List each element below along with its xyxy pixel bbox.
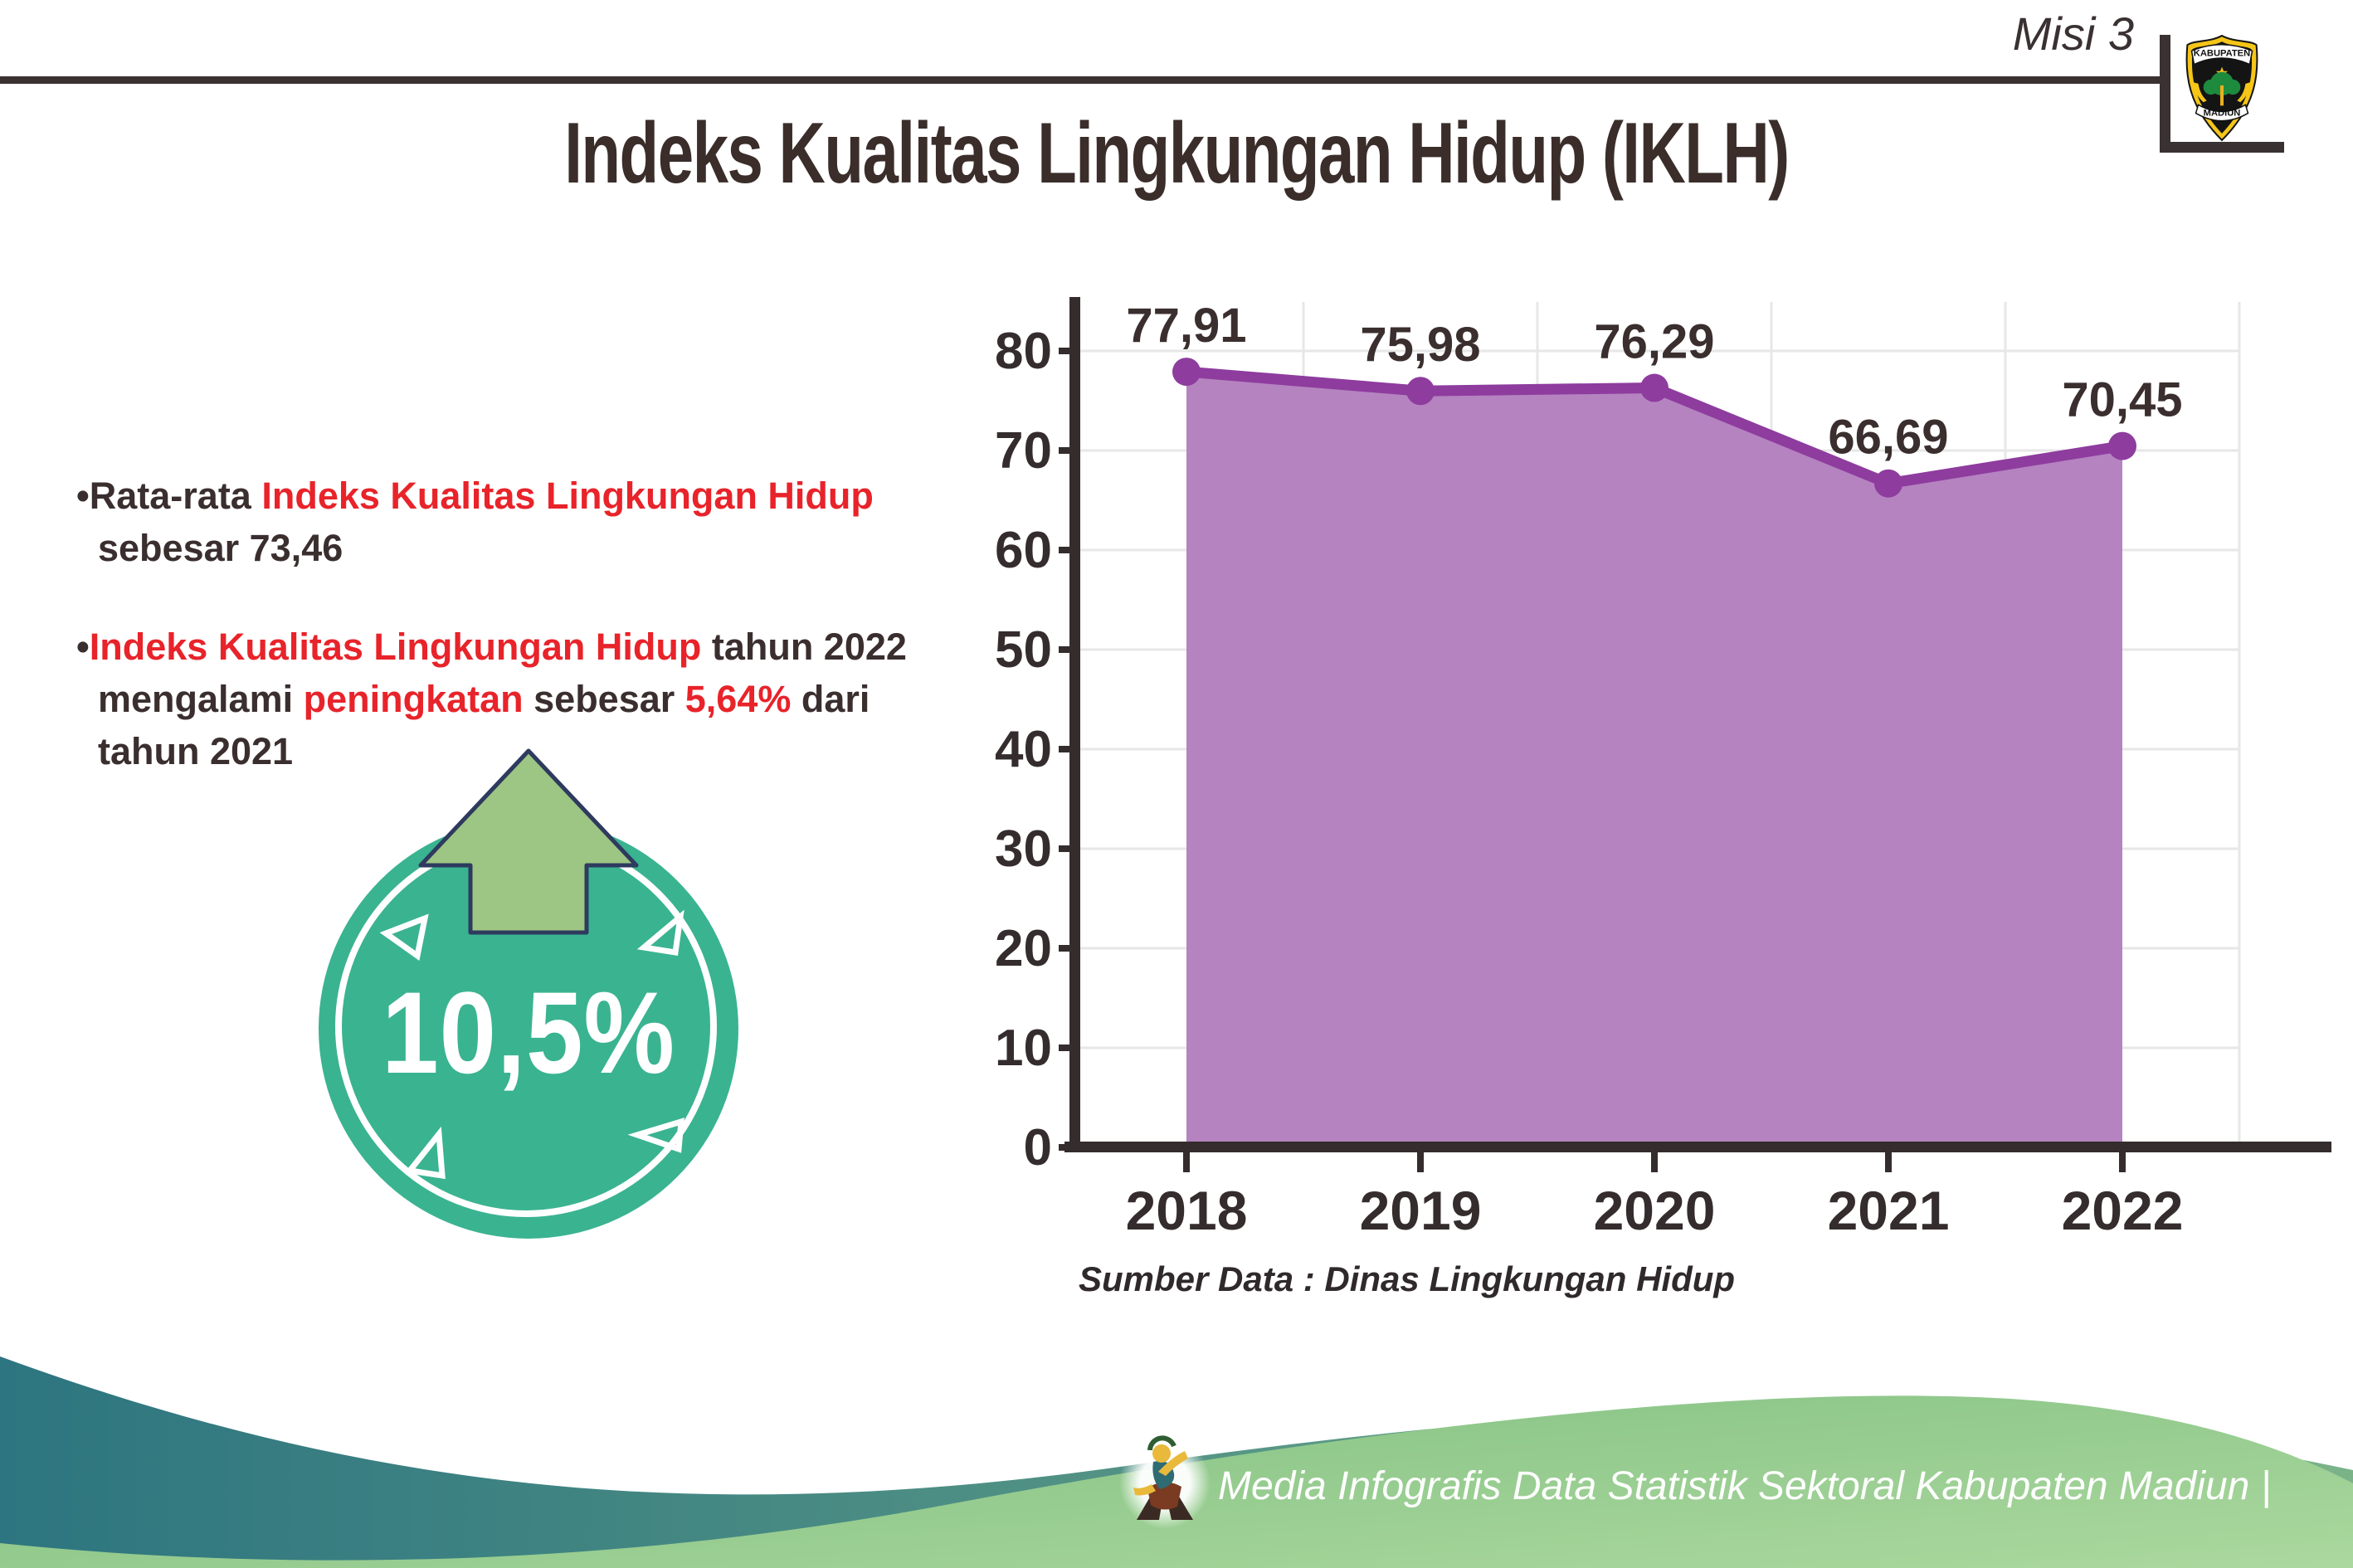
data-point-2021 <box>1874 469 1902 498</box>
x-tick <box>1885 1152 1892 1172</box>
logo-wing-right <box>2237 81 2252 103</box>
badge-triangle-nw <box>379 913 429 961</box>
mascot-icon <box>1119 1435 1211 1529</box>
up-arrow-icon <box>418 748 639 935</box>
y-tick <box>1059 845 1070 852</box>
bullet-text-segment: •Rata-rata <box>76 475 262 517</box>
bullet-text-segment: Indeks Kualitas Lingkungan Hidup <box>261 475 874 517</box>
data-label: 77,91 <box>1126 299 1246 353</box>
x-tick <box>1417 1152 1424 1172</box>
y-tick-label: 80 <box>995 323 1052 380</box>
data-point-2022 <box>2108 431 2136 460</box>
y-tick-label: 60 <box>995 522 1052 579</box>
bullet-text-segment: tahun 2021 <box>98 730 294 772</box>
data-point-2019 <box>1406 377 1435 406</box>
data-label: 76,29 <box>1594 315 1714 369</box>
y-tick-label: 0 <box>1024 1119 1052 1176</box>
logo-tree-canopy-left <box>2203 79 2219 95</box>
badge-triangle-ne <box>636 909 684 957</box>
bullet-line: tahun 2021 <box>76 725 1014 777</box>
y-tick-label: 10 <box>995 1020 1052 1077</box>
y-tick-label: 70 <box>995 422 1052 480</box>
bullet-text-segment: 5,64% <box>684 678 792 720</box>
y-tick <box>1059 945 1070 952</box>
x-axis-line <box>1064 1142 2331 1152</box>
x-tick-label: 2019 <box>1360 1180 1482 1241</box>
data-label: 70,45 <box>2062 373 2182 427</box>
data-point-2018 <box>1172 358 1201 387</box>
y-tick <box>1059 1045 1070 1051</box>
chart-source-note: Sumber Data : Dinas Lingkungan Hidup <box>1079 1259 1736 1298</box>
x-tick-label: 2018 <box>1126 1180 1248 1241</box>
bullet-text-segment: peningkatan <box>303 678 524 720</box>
logo-tree-trunk <box>2219 85 2224 106</box>
bullet-line: •Indeks Kualitas Lingkungan Hidup tahun … <box>76 621 1014 673</box>
x-tick-label: 2021 <box>1828 1180 1950 1241</box>
logo-bottom-banner <box>2195 104 2249 122</box>
y-tick <box>1059 547 1070 553</box>
data-point-2020 <box>1640 373 1669 402</box>
bullet-text-segment: sebesar 73,46 <box>98 527 343 569</box>
y-tick-label: 30 <box>995 821 1052 878</box>
x-tick <box>1183 1152 1190 1172</box>
page-title: Indeks Kualitas Lingkungan Hidup (IKLH) <box>564 105 1790 202</box>
x-tick-label: 2022 <box>2062 1180 2184 1241</box>
y-tick <box>1059 1144 1070 1151</box>
y-tick-label: 40 <box>995 721 1052 778</box>
x-tick <box>1651 1152 1658 1172</box>
y-tick <box>1059 646 1070 653</box>
x-tick <box>2119 1152 2126 1172</box>
data-label: 75,98 <box>1360 318 1480 372</box>
logo-top-text: KABUPATEN <box>2194 48 2250 58</box>
y-tick <box>1059 447 1070 454</box>
bullet-text-segment: mengalami <box>98 678 304 720</box>
badge-triangle-se <box>627 1118 684 1153</box>
y-tick-label: 50 <box>995 621 1052 679</box>
bullet-line: •Rata-rata Indeks Kualitas Lingkungan Hi… <box>76 470 1014 522</box>
data-label: 66,69 <box>1828 411 1948 465</box>
bullet-item: •Indeks Kualitas Lingkungan Hidup tahun … <box>76 621 1014 777</box>
logo-wing-left <box>2192 81 2207 103</box>
bullet-text-segment: • <box>76 626 90 668</box>
area-fill <box>1186 372 2122 1148</box>
x-tick-label: 2020 <box>1594 1180 1716 1241</box>
bullet-item: •Rata-rata Indeks Kualitas Lingkungan Hi… <box>76 470 1014 574</box>
summary-bullets: •Rata-rata Indeks Kualitas Lingkungan Hi… <box>76 470 1014 824</box>
bullet-line: sebesar 73,46 <box>76 522 1014 574</box>
logo-frame-vertical <box>2160 35 2170 153</box>
bullet-line: mengalami peningkatan sebesar 5,64% dari <box>76 673 1014 725</box>
kabupaten-madiun-logo-icon: KABUPATEN MADIUN <box>2175 33 2268 147</box>
misi-label: Misi 3 <box>2012 7 2134 60</box>
top-divider <box>0 76 2161 84</box>
bullet-text-segment: Indeks Kualitas Lingkungan Hidup <box>89 626 702 668</box>
bullet-text-segment: dari <box>791 678 870 720</box>
badge-triangle-sw <box>404 1126 446 1180</box>
bullet-text-segment: tahun 2022 <box>701 626 907 668</box>
logo-tree-canopy-right <box>2225 79 2241 95</box>
y-tick-label: 20 <box>995 920 1052 977</box>
footer-caption: Media Infografis Data Statistik Sektoral… <box>1218 1464 2272 1508</box>
bullet-text-segment: sebesar <box>523 678 685 720</box>
logo-frame-horizontal <box>2160 142 2284 153</box>
badge-percentage: 10,5% <box>382 967 675 1098</box>
y-tick <box>1059 746 1070 752</box>
logo-top-banner <box>2190 44 2253 66</box>
logo-bottom-text: MADIUN <box>2204 109 2241 119</box>
y-axis-line <box>1069 297 1080 1152</box>
y-tick <box>1059 348 1070 354</box>
